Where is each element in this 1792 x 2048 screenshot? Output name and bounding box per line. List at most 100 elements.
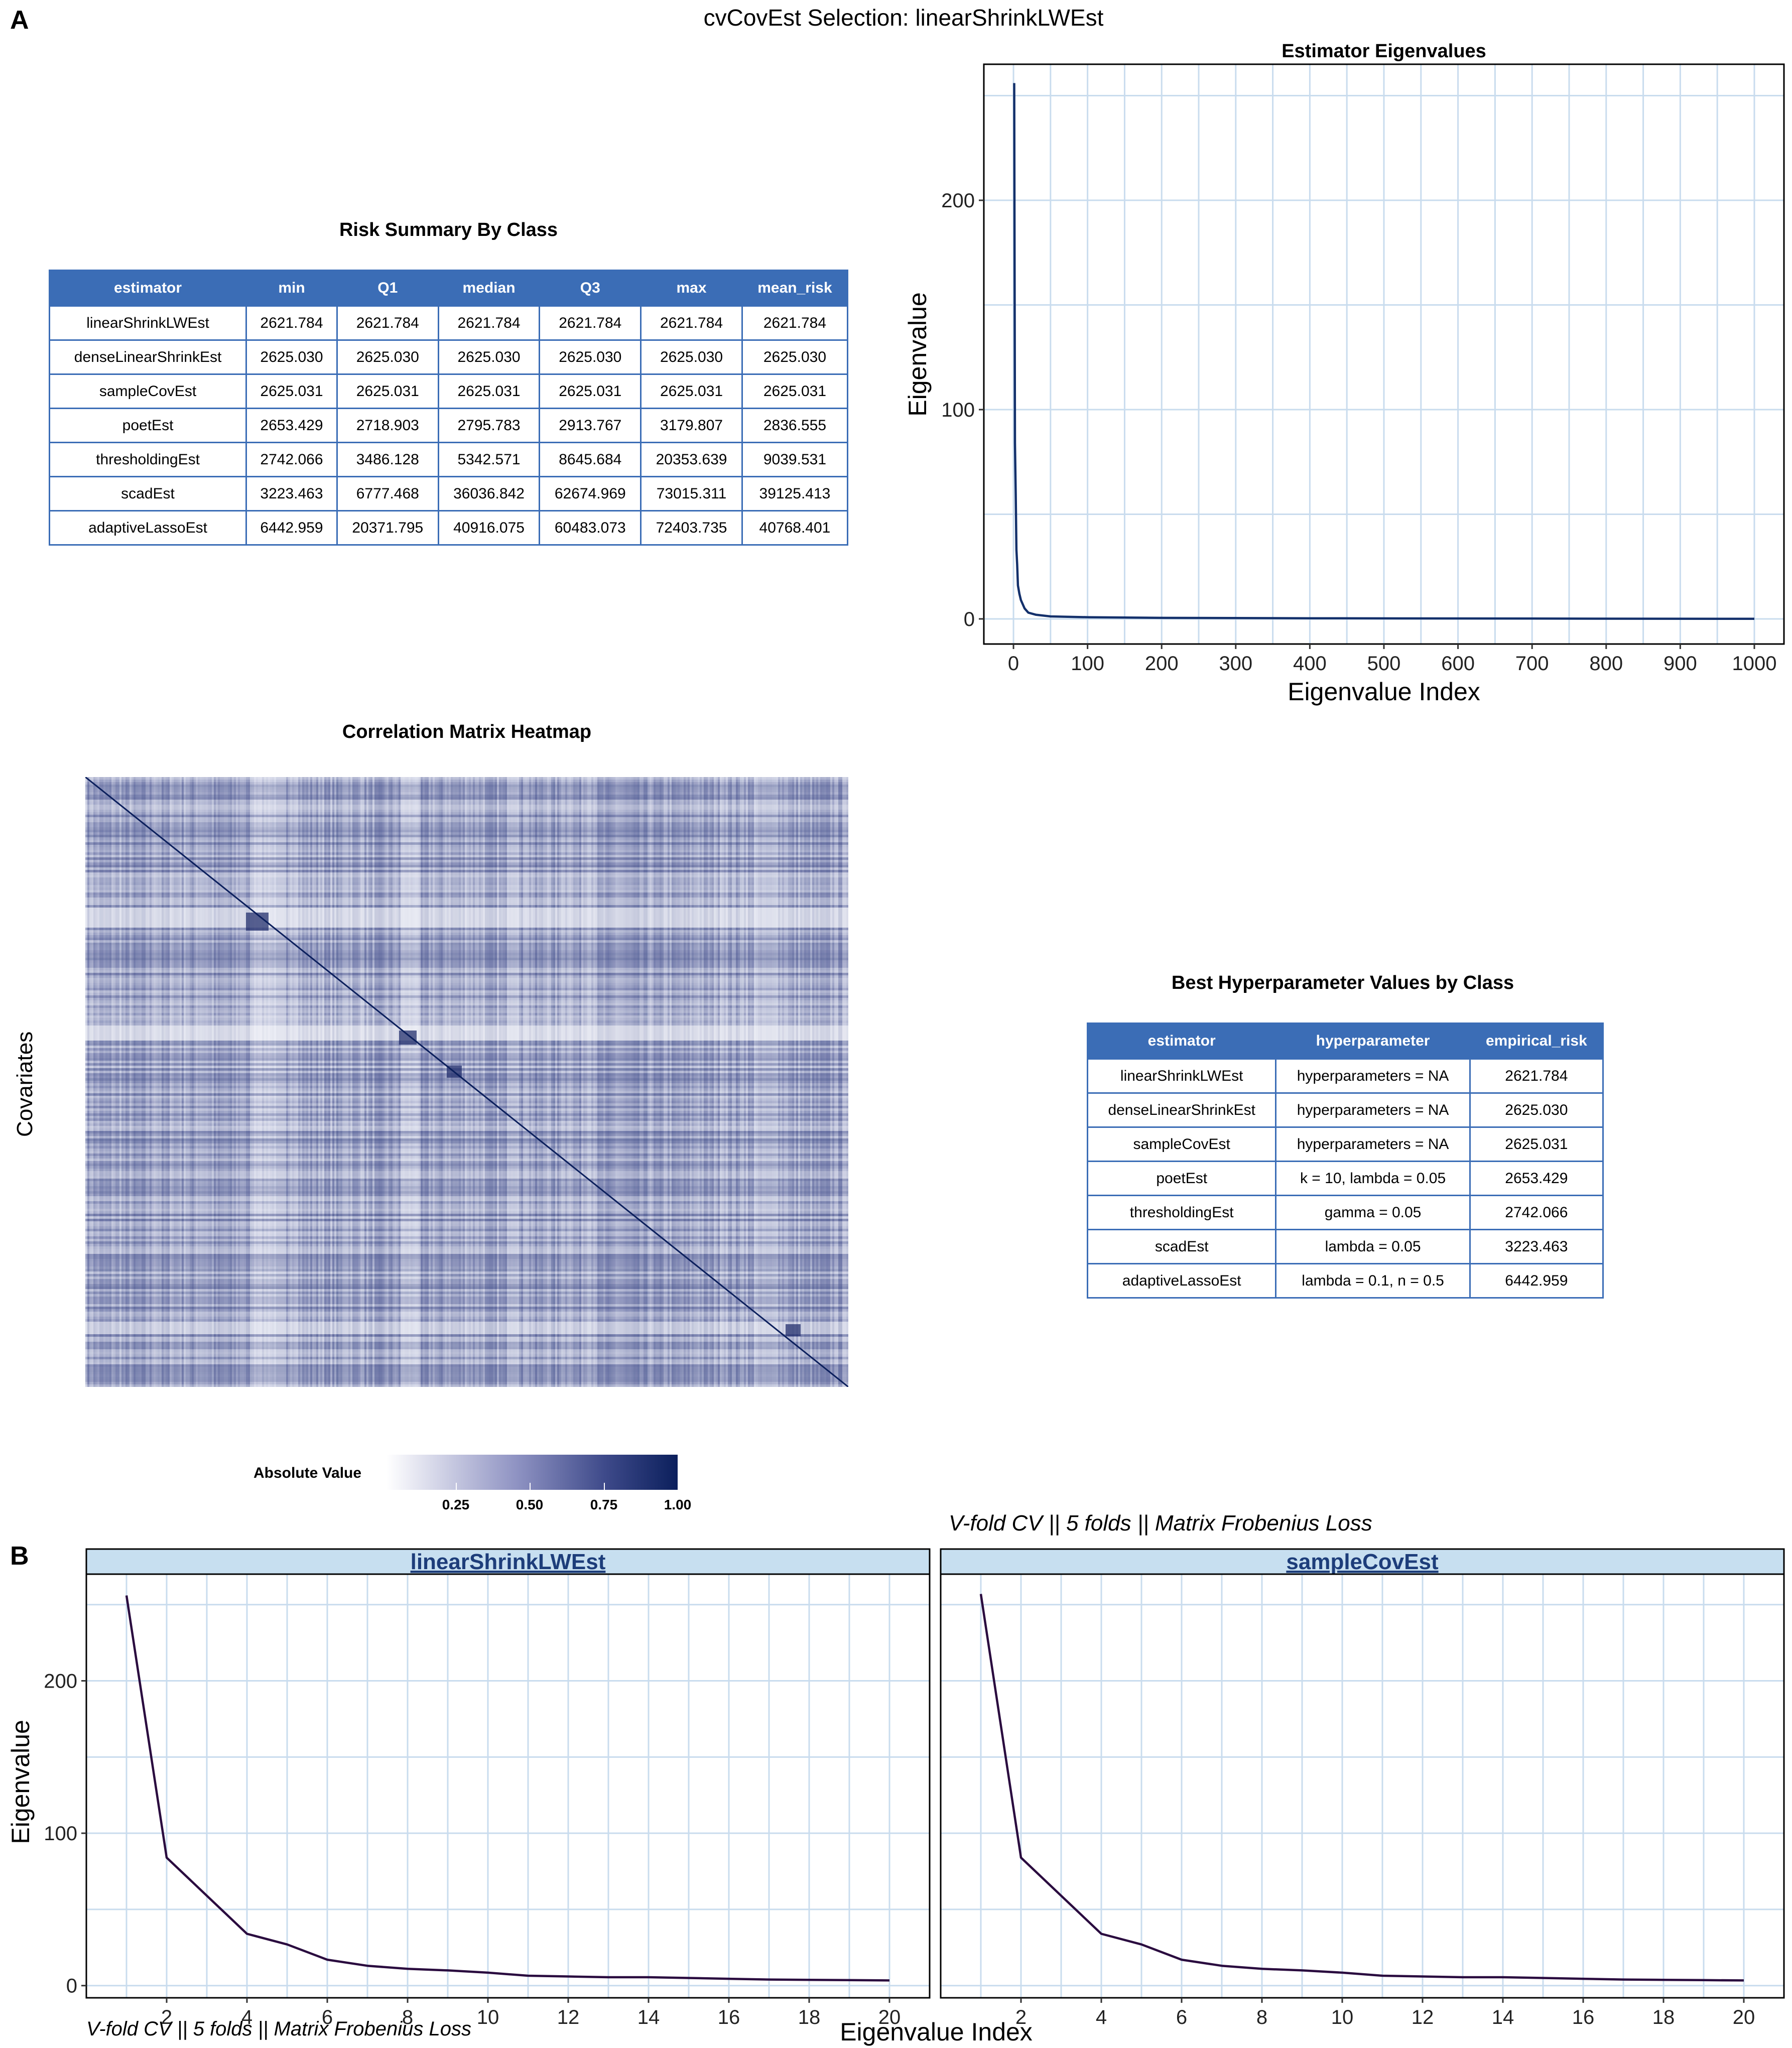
heatmap-column xyxy=(206,777,208,1387)
heatmap-column xyxy=(89,777,91,1387)
heatmap-row xyxy=(85,1015,848,1018)
heatmap-row xyxy=(85,1312,848,1314)
heatmap-column xyxy=(232,777,234,1387)
heatmap-column xyxy=(686,777,688,1387)
heatmap-column xyxy=(491,777,493,1387)
heatmap-row xyxy=(85,1073,848,1076)
heatmap-column xyxy=(160,777,162,1387)
heatmap-row xyxy=(85,1058,848,1061)
heatmap-column xyxy=(342,777,344,1387)
facet-strip-label: linearShrinkLWEst xyxy=(411,1550,606,1574)
heatmap-column xyxy=(664,777,666,1387)
heatmap-column xyxy=(121,777,123,1387)
main-title: cvCovEst Selection: linearShrinkLWEst xyxy=(703,5,1104,31)
heatmap-column xyxy=(842,777,844,1387)
y-axis-label: Eigenvalue xyxy=(7,1720,35,1844)
heatmap-column xyxy=(597,777,599,1387)
heatmap-column xyxy=(380,777,382,1387)
heatmap-row xyxy=(85,1354,848,1357)
heatmap-column xyxy=(658,777,660,1387)
heatmap-row xyxy=(85,1214,848,1216)
heatmap-row xyxy=(85,1196,848,1199)
heatmap-column xyxy=(260,777,262,1387)
table-cell: 6777.468 xyxy=(336,476,439,511)
heatmap-column xyxy=(451,777,453,1387)
heatmap-column xyxy=(362,777,364,1387)
legend-tick-mark xyxy=(456,1483,457,1490)
heatmap-row xyxy=(85,875,848,877)
heatmap-column xyxy=(754,777,756,1387)
heatmap-column xyxy=(455,777,457,1387)
heatmap-row xyxy=(85,965,848,968)
heatmap-diagonal xyxy=(85,777,848,1387)
heatmap-column xyxy=(531,777,533,1387)
heatmap-column xyxy=(700,777,702,1387)
heatmap-row xyxy=(85,1068,848,1071)
heatmap-column xyxy=(810,777,812,1387)
x-tick-label: 800 xyxy=(1589,653,1623,675)
heatmap-column xyxy=(698,777,700,1387)
heatmap-column xyxy=(385,777,387,1387)
x-axis-label: Eigenvalue Index xyxy=(1288,678,1480,706)
heatmap-column xyxy=(419,777,421,1387)
x-tick-label: 16 xyxy=(718,2006,740,2028)
table-cell: 2836.555 xyxy=(741,408,849,443)
heatmap-column xyxy=(611,777,613,1387)
heatmap-column xyxy=(192,777,194,1387)
heatmap-row xyxy=(85,915,848,918)
heatmap-column xyxy=(134,777,136,1387)
heatmap-column xyxy=(688,777,690,1387)
table-cell: sampleCovEst xyxy=(48,373,247,409)
heatmap-column xyxy=(431,777,433,1387)
heatmap-column xyxy=(537,777,539,1387)
heatmap-column xyxy=(728,777,730,1387)
heatmap-column xyxy=(411,777,413,1387)
heatmap-row xyxy=(85,795,848,797)
heatmap-column xyxy=(750,777,752,1387)
heatmap-column xyxy=(662,777,664,1387)
heatmap-row xyxy=(85,968,848,970)
heatmap-row xyxy=(85,1384,848,1387)
heatmap-row xyxy=(85,1166,848,1169)
heatmap-row xyxy=(85,1083,848,1086)
heatmap-row xyxy=(85,1241,848,1244)
heatmap-column xyxy=(599,777,601,1387)
heatmap-column xyxy=(310,777,312,1387)
x-tick-label: 400 xyxy=(1293,653,1327,675)
heatmap-column xyxy=(188,777,190,1387)
heatmap-column xyxy=(370,777,372,1387)
heatmap-row xyxy=(85,860,848,862)
heatmap-row xyxy=(85,887,848,890)
heatmap-row xyxy=(85,1302,848,1304)
heatmap-column xyxy=(113,777,115,1387)
heatmap-row xyxy=(85,1211,848,1214)
heatmap-row xyxy=(85,1128,848,1131)
heatmap-column xyxy=(117,777,119,1387)
heatmap-column xyxy=(501,777,503,1387)
heatmap-column xyxy=(830,777,832,1387)
heatmap-column xyxy=(521,777,523,1387)
table-cell: 2625.030 xyxy=(539,339,642,375)
heatmap-row xyxy=(85,905,848,908)
estimator-eigenvalues-chart: Estimator Eigenvalues 0 100 200 300 400 500 600… xyxy=(904,41,1785,706)
heatmap-column xyxy=(212,777,214,1387)
heatmap-column xyxy=(389,777,391,1387)
heatmap-column xyxy=(322,777,324,1387)
heatmap-row xyxy=(85,943,848,945)
heatmap-block xyxy=(786,1324,801,1336)
heatmap-column xyxy=(101,777,103,1387)
heatmap-row xyxy=(85,1101,848,1103)
heatmap-column xyxy=(194,777,196,1387)
heatmap-row xyxy=(85,1284,848,1287)
heatmap-row xyxy=(85,1347,848,1349)
table-cell: 2621.784 xyxy=(741,305,849,341)
heatmap-column xyxy=(461,777,463,1387)
heatmap-column xyxy=(427,777,429,1387)
heatmap-column xyxy=(439,777,441,1387)
heatmap-column xyxy=(581,777,583,1387)
table-cell: poetEst xyxy=(48,408,247,443)
heatmap-row xyxy=(85,933,848,935)
heatmap-row xyxy=(85,1229,848,1231)
heatmap-column xyxy=(792,777,794,1387)
heatmap-row xyxy=(85,1156,848,1159)
